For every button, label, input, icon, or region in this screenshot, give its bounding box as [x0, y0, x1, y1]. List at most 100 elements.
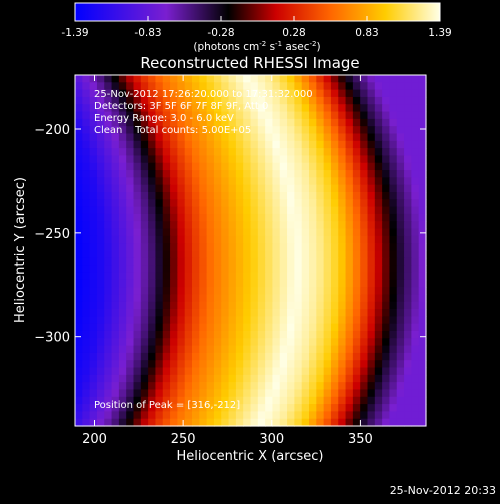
heatmap-cell — [111, 345, 120, 354]
heatmap-cell — [323, 272, 332, 281]
heatmap-cell — [206, 396, 215, 405]
heatmap-cell — [148, 257, 157, 266]
heatmap-cell — [104, 126, 113, 135]
heatmap-cell — [118, 118, 127, 127]
heatmap-cell — [75, 272, 83, 281]
heatmap-cell — [404, 206, 412, 215]
heatmap-cell — [301, 345, 310, 354]
heatmap-cell — [228, 82, 237, 91]
heatmap-cell — [228, 279, 237, 288]
heatmap-cell — [199, 89, 208, 98]
heatmap-cell — [360, 148, 369, 157]
heatmap-cell — [111, 140, 120, 149]
heatmap-cell — [323, 374, 332, 383]
heatmap-cell — [294, 177, 303, 186]
heatmap-cell — [221, 323, 230, 332]
heatmap-cell — [177, 82, 186, 91]
heatmap-cell — [323, 411, 332, 420]
heatmap-cell — [389, 118, 398, 127]
heatmap-cell — [162, 243, 171, 252]
heatmap-cell — [89, 287, 98, 295]
heatmap-cell — [228, 316, 237, 325]
heatmap-cell — [96, 155, 105, 164]
heatmap-cell — [330, 279, 339, 288]
heatmap-cell — [316, 396, 325, 405]
heatmap-cell — [382, 177, 391, 186]
heatmap-cell — [140, 250, 149, 259]
heatmap-cell — [192, 250, 200, 259]
heatmap-cell — [177, 345, 186, 354]
heatmap-cell — [301, 162, 310, 171]
heatmap-cell — [279, 140, 288, 149]
heatmap-cell — [279, 184, 288, 193]
heatmap-cell — [294, 250, 303, 259]
annotation-energy-range: Energy Range: 3.0 - 6.0 keV — [94, 113, 234, 124]
heatmap-cell — [162, 360, 171, 369]
heatmap-cell — [206, 96, 215, 105]
heatmap-cell — [389, 133, 398, 142]
heatmap-cell — [221, 265, 230, 274]
heatmap-cell — [316, 323, 325, 332]
heatmap-cell — [389, 396, 398, 405]
heatmap-cell — [345, 133, 354, 142]
heatmap-cell — [265, 96, 274, 105]
heatmap-cell — [133, 82, 142, 91]
heatmap-cell — [374, 352, 383, 361]
heatmap-cell — [243, 104, 252, 113]
heatmap-cell — [126, 418, 135, 427]
heatmap-cell — [118, 418, 127, 427]
heatmap-cell — [323, 404, 332, 412]
heatmap-cell — [374, 338, 383, 347]
heatmap-cell — [330, 301, 339, 310]
heatmap-cell — [133, 352, 142, 361]
heatmap-cell — [294, 389, 303, 398]
heatmap-cell — [96, 345, 105, 354]
heatmap-cell — [235, 404, 244, 412]
heatmap-cell — [184, 330, 193, 339]
heatmap-cell — [338, 199, 347, 208]
heatmap-cell — [228, 118, 237, 127]
heatmap-cell — [404, 294, 412, 303]
heatmap-cell — [199, 213, 208, 222]
heatmap-cell — [82, 250, 91, 259]
heatmap-cell — [111, 148, 120, 157]
heatmap-cell — [243, 316, 252, 325]
heatmap-cell — [126, 265, 135, 274]
heatmap-cell — [221, 184, 230, 193]
heatmap-cell — [235, 301, 244, 310]
heatmap-cell — [360, 184, 369, 193]
heatmap-cell — [338, 257, 347, 266]
heatmap-cell — [360, 221, 369, 230]
heatmap-cell — [396, 221, 405, 230]
heatmap-cell — [367, 374, 376, 383]
heatmap-cell — [126, 206, 135, 215]
heatmap-cell — [184, 235, 193, 244]
heatmap-cell — [374, 140, 383, 149]
heatmap-cell — [177, 213, 186, 222]
heatmap-cell — [140, 265, 149, 274]
heatmap-cell — [75, 155, 83, 164]
heatmap-cell — [396, 243, 405, 252]
colorbar-tick-label: -0.83 — [134, 27, 161, 39]
heatmap-cell — [345, 213, 354, 222]
heatmap-cell — [82, 82, 91, 91]
heatmap-cell — [243, 155, 252, 164]
heatmap-cell — [309, 411, 317, 420]
heatmap-cell — [382, 250, 391, 259]
heatmap-cell — [235, 330, 244, 339]
heatmap-cell — [360, 309, 369, 317]
heatmap-cell — [338, 404, 347, 412]
heatmap-cell — [382, 111, 391, 120]
heatmap-cell — [367, 257, 376, 266]
heatmap-cell — [265, 206, 274, 215]
heatmap-cell — [374, 75, 383, 83]
heatmap-cell — [316, 89, 325, 98]
heatmap-cell — [89, 396, 98, 405]
heatmap-cell — [257, 301, 266, 310]
heatmap-cell — [294, 309, 303, 317]
heatmap-cell — [309, 360, 317, 369]
heatmap-cell — [316, 111, 325, 120]
heatmap-cell — [272, 316, 281, 325]
heatmap-cell — [133, 170, 142, 178]
heatmap-cell — [301, 309, 310, 317]
